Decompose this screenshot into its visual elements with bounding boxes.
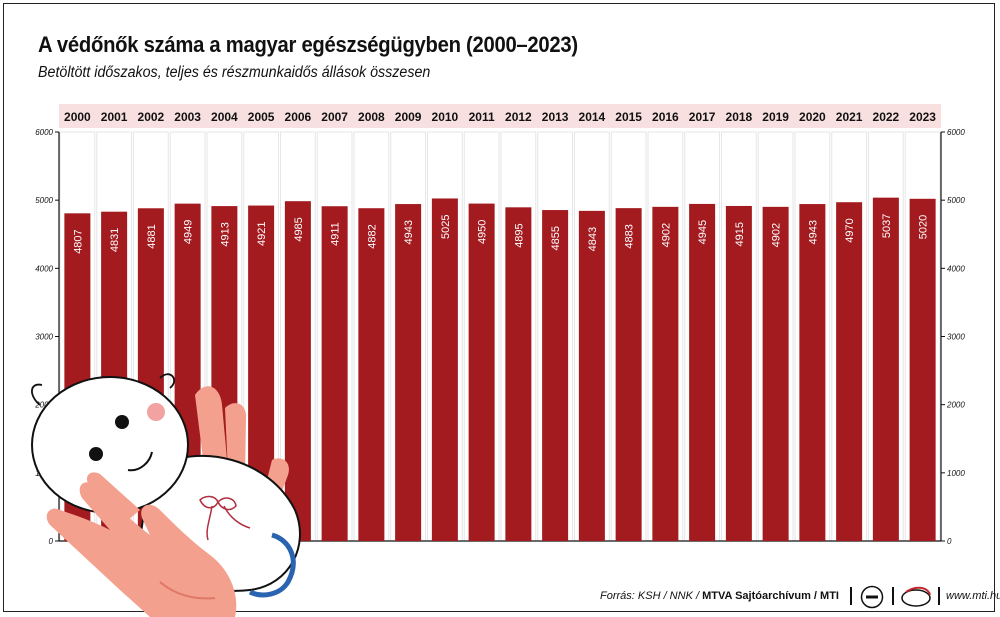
data-label: 4883 (624, 224, 636, 248)
x-tick-label: 2010 (432, 110, 459, 124)
x-tick-label: 2006 (285, 110, 312, 124)
y-tick-label: 0 (947, 537, 952, 546)
y-tick-label: 0 (49, 537, 54, 546)
x-tick-label: 2021 (836, 110, 863, 124)
data-label: 4831 (109, 228, 121, 252)
data-label: 4915 (734, 222, 746, 246)
y-tick-label: 4000 (947, 264, 965, 273)
bar (468, 203, 495, 541)
y-tick-label: 3000 (947, 333, 965, 342)
y-tick-label: 2000 (34, 401, 53, 410)
data-label: 4902 (660, 223, 672, 247)
data-label: 4970 (844, 218, 856, 242)
mtva-logo-icon (860, 585, 884, 609)
source-agency: MTVA Sajtóarchívum / MTI (702, 590, 839, 602)
x-tick-label: 2015 (615, 110, 642, 124)
bar (358, 208, 385, 541)
x-tick-label: 2008 (358, 110, 385, 124)
bar (872, 197, 899, 541)
y-tick-label: 6000 (947, 128, 965, 137)
x-tick-label: 2018 (726, 110, 753, 124)
bar-labels: 4807 4831 4881 4949 4913 4921 4985 4911 4882 4943… (72, 214, 929, 254)
bar (615, 208, 642, 542)
source-prefix: Forrás: KSH / NNK / (600, 590, 703, 602)
bars (64, 197, 936, 542)
x-tick-label: 2014 (579, 110, 606, 124)
data-label: 4985 (293, 217, 305, 241)
x-tick-label: 2003 (174, 110, 201, 124)
bar (725, 205, 752, 542)
mti-logo-icon (901, 586, 931, 607)
data-label: 4913 (219, 222, 231, 246)
x-tick-label: 2022 (873, 110, 900, 124)
x-tick-label: 2023 (909, 110, 936, 124)
data-label: 4945 (697, 220, 709, 244)
x-tick-label: 2002 (138, 110, 165, 124)
bar (652, 206, 679, 542)
bar (799, 204, 826, 541)
x-tick-label: 2009 (395, 110, 422, 124)
baby-in-hands-illustration (31, 373, 301, 617)
bar (689, 203, 716, 541)
x-tick-label: 2000 (64, 110, 91, 124)
data-label: 4881 (146, 224, 158, 248)
x-tick-label: 2001 (101, 110, 128, 124)
y-tick-label: 5000 (35, 196, 53, 205)
bar (505, 207, 532, 542)
bar (762, 206, 789, 542)
data-label: 4911 (330, 222, 342, 246)
y-tick-label: 4000 (35, 264, 53, 273)
data-label: 4921 (256, 222, 268, 246)
separator (938, 587, 940, 605)
year-band: 2000 2001 2002 2003 2004 2005 2006 2007 2008 2009… (59, 104, 941, 128)
data-label: 4855 (550, 226, 562, 250)
separator (892, 587, 894, 605)
x-tick-label: 2016 (652, 110, 679, 124)
website-url: www.mti.hu (946, 590, 1000, 602)
x-tick-label: 2011 (469, 110, 495, 124)
x-tick-label: 2012 (505, 110, 532, 124)
data-label: 5037 (881, 214, 893, 238)
x-tick-label: 2013 (542, 110, 569, 124)
data-label: 5025 (440, 214, 452, 238)
data-label: 4895 (513, 223, 525, 247)
y-tick-label: 5000 (947, 196, 965, 205)
x-tick-label: 2020 (799, 110, 826, 124)
year-band-background (59, 104, 941, 128)
bar (836, 202, 863, 541)
bar (321, 206, 348, 541)
data-label: 4950 (477, 220, 489, 244)
chart-subtitle: Betöltött időszakos, teljes és részmunka… (38, 64, 431, 81)
y-tick-label: 1000 (947, 469, 965, 478)
y-tick-label: 6000 (35, 128, 53, 137)
data-label: 4882 (366, 224, 378, 248)
data-label: 4943 (807, 220, 819, 244)
bar (431, 198, 458, 541)
x-tick-label: 2007 (321, 110, 348, 124)
x-tick-label: 2004 (211, 110, 238, 124)
bar (395, 204, 422, 541)
separator (850, 587, 852, 605)
x-tick-label: 2005 (248, 110, 275, 124)
data-label: 4807 (72, 229, 84, 253)
bar (542, 210, 569, 541)
data-label: 4902 (771, 223, 783, 247)
x-tick-label: 2017 (689, 110, 716, 124)
data-label: 5020 (918, 215, 930, 239)
y-tick-label: 3000 (35, 333, 53, 342)
data-label: 4843 (587, 227, 599, 251)
bar (284, 201, 311, 542)
chart-title: A védőnők száma a magyar egészségügyben … (38, 32, 578, 57)
data-label: 4943 (403, 220, 415, 244)
bar (909, 198, 936, 541)
source-credit: Forrás: KSH / NNK / MTVA Sajtóarchívum /… (600, 590, 839, 602)
x-tick-label: 2019 (762, 110, 789, 124)
y-tick-label: 2000 (946, 401, 965, 410)
bar (578, 210, 605, 541)
data-label: 4949 (183, 220, 195, 244)
